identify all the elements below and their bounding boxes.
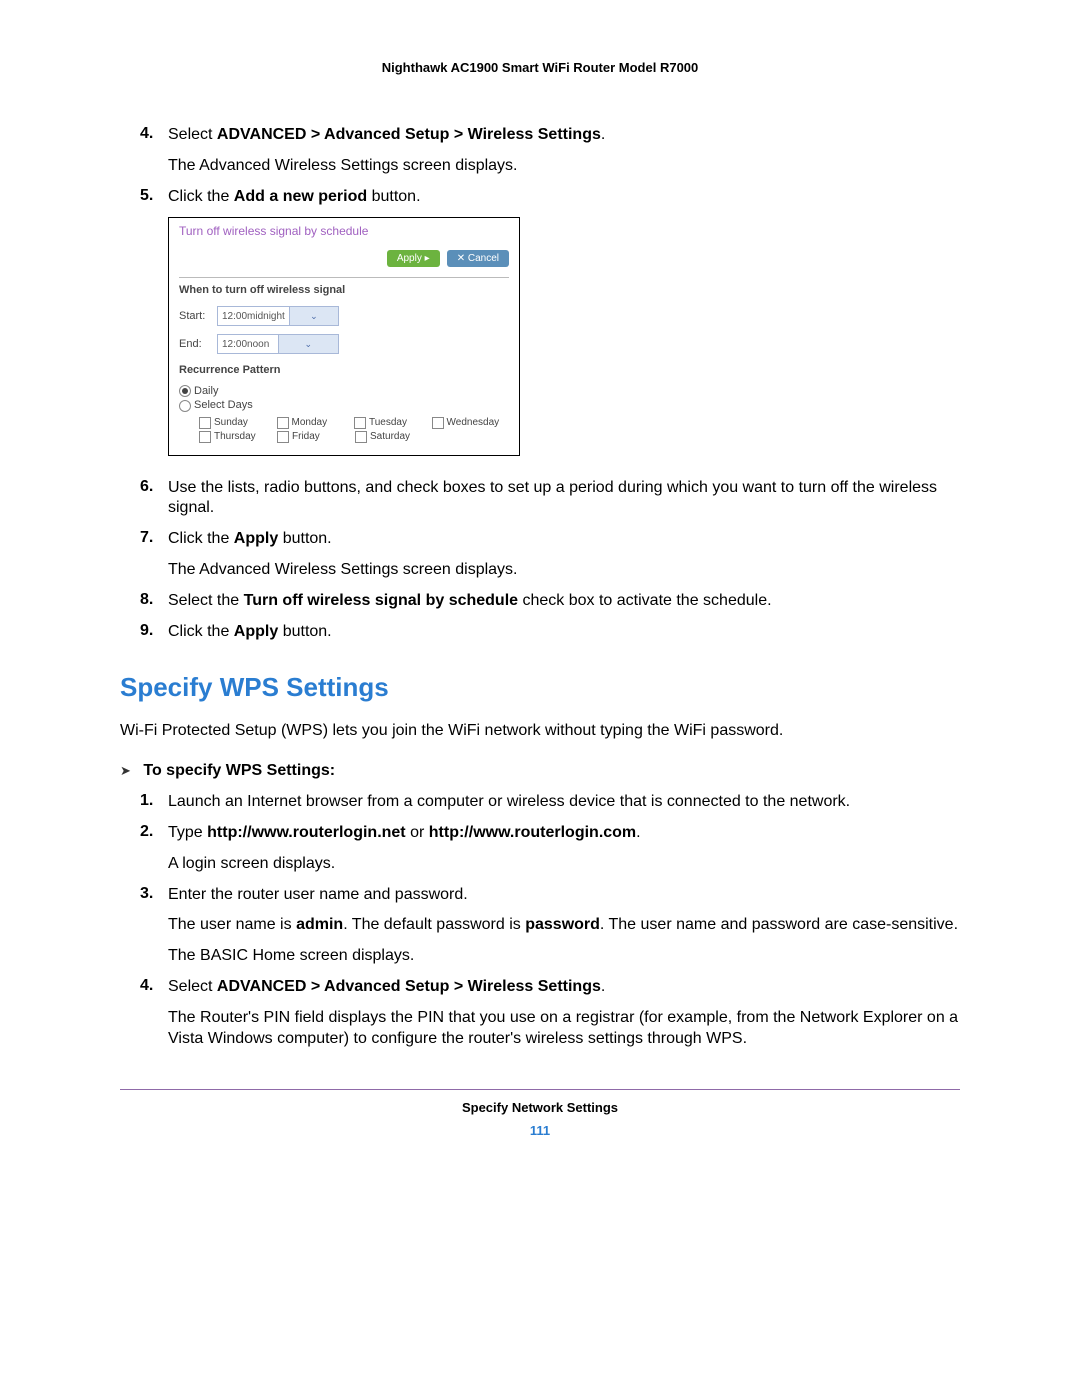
step-body: Select ADVANCED > Advanced Setup > Wirel… xyxy=(168,977,960,1049)
daily-radio[interactable] xyxy=(179,385,191,397)
step-body: Select ADVANCED > Advanced Setup > Wirel… xyxy=(168,125,960,177)
footer-rule xyxy=(120,1089,960,1090)
step-number: 7. xyxy=(140,529,168,581)
arrow-icon: ➤ xyxy=(120,763,131,779)
credential: password xyxy=(525,916,600,933)
steps-bottom: 1. Launch an Internet browser from a com… xyxy=(140,792,960,1049)
text: A login screen displays. xyxy=(168,854,960,875)
step-body: Enter the router user name and password.… xyxy=(168,885,960,967)
step-number: 5. xyxy=(140,187,168,468)
day-checkbox[interactable] xyxy=(277,431,289,443)
embedded-screenshot: Turn off wireless signal by schedule App… xyxy=(168,217,520,455)
text: The BASIC Home screen displays. xyxy=(168,946,960,967)
text: . xyxy=(636,824,640,841)
day-checkbox[interactable] xyxy=(199,431,211,443)
text: button. xyxy=(278,530,331,547)
start-label: Start: xyxy=(179,310,211,322)
steps-top: 4. Select ADVANCED > Advanced Setup > Wi… xyxy=(140,125,960,642)
text: Click the xyxy=(168,623,234,640)
text: button. xyxy=(278,623,331,640)
nav-path: ADVANCED > Advanced Setup > Wireless Set… xyxy=(217,978,601,995)
end-select[interactable]: 12:00noon ⌄ xyxy=(217,334,339,354)
day-label: Friday xyxy=(292,431,320,442)
apply-button[interactable]: Apply ▸ xyxy=(387,250,440,267)
step-number: 8. xyxy=(140,591,168,612)
select-value: 12:00noon xyxy=(218,339,278,350)
day-checkbox[interactable] xyxy=(277,417,289,429)
button-name: Apply xyxy=(234,530,278,547)
text: Click the xyxy=(168,188,234,205)
text: The Advanced Wireless Settings screen di… xyxy=(168,156,960,177)
day-checkbox[interactable] xyxy=(199,417,211,429)
button-name: Add a new period xyxy=(234,188,367,205)
url: http://www.routerlogin.com xyxy=(429,824,636,841)
dialog-title: Turn off wireless signal by schedule xyxy=(169,218,519,244)
section-intro: Wi-Fi Protected Setup (WPS) lets you joi… xyxy=(120,721,960,742)
text: check box to activate the schedule. xyxy=(518,592,771,609)
button-name: Apply xyxy=(234,623,278,640)
text: Select the xyxy=(168,592,244,609)
start-select[interactable]: 12:00midnight ⌄ xyxy=(217,306,339,326)
footer-section: Specify Network Settings xyxy=(120,1100,960,1115)
step-number: 4. xyxy=(140,125,168,177)
text: The Router's PIN field displays the PIN … xyxy=(168,1008,960,1050)
text: Launch an Internet browser from a comput… xyxy=(168,792,960,813)
step-body: Launch an Internet browser from a comput… xyxy=(168,792,960,813)
radio-label: Select Days xyxy=(194,399,253,411)
procedure-label: To specify WPS Settings: xyxy=(143,762,335,779)
section-label: When to turn off wireless signal xyxy=(169,278,519,302)
checkbox-name: Turn off wireless signal by schedule xyxy=(244,592,518,609)
step-body: Click the Add a new period button. Turn … xyxy=(168,187,960,468)
step-body: Use the lists, radio buttons, and check … xyxy=(168,478,960,520)
text: Select xyxy=(168,126,217,143)
selectdays-radio[interactable] xyxy=(179,400,191,412)
text: Enter the router user name and password. xyxy=(168,885,960,906)
chevron-down-icon: ⌄ xyxy=(278,335,339,353)
page-header: Nighthawk AC1900 Smart WiFi Router Model… xyxy=(120,60,960,75)
step-number: 9. xyxy=(140,622,168,643)
day-label: Wednesday xyxy=(447,417,500,428)
day-label: Sunday xyxy=(214,417,248,428)
text: The Advanced Wireless Settings screen di… xyxy=(168,560,960,581)
text: Select xyxy=(168,978,217,995)
day-label: Thursday xyxy=(214,431,256,442)
text: . xyxy=(601,978,605,995)
text: Type xyxy=(168,824,207,841)
cancel-button[interactable]: ✕ Cancel xyxy=(447,250,509,267)
credential: admin xyxy=(296,916,343,933)
text: Use the lists, radio buttons, and check … xyxy=(168,478,960,520)
day-checkbox[interactable] xyxy=(355,431,367,443)
day-label: Saturday xyxy=(370,431,410,442)
select-value: 12:00midnight xyxy=(218,311,289,322)
recurrence-label: Recurrence Pattern xyxy=(169,358,519,382)
nav-path: ADVANCED > Advanced Setup > Wireless Set… xyxy=(217,126,601,143)
section-heading: Specify WPS Settings xyxy=(120,672,960,703)
footer-page-number: 111 xyxy=(120,1123,960,1138)
text: button. xyxy=(367,188,420,205)
step-number: 3. xyxy=(140,885,168,967)
text: or xyxy=(406,824,429,841)
text: . The default password is xyxy=(343,916,525,933)
step-number: 1. xyxy=(140,792,168,813)
day-label: Tuesday xyxy=(369,417,407,428)
url: http://www.routerlogin.net xyxy=(207,824,406,841)
step-number: 4. xyxy=(140,977,168,1049)
radio-label: Daily xyxy=(194,385,218,397)
step-number: 6. xyxy=(140,478,168,520)
text: . The user name and password are case-se… xyxy=(600,916,958,933)
text: . xyxy=(601,126,605,143)
step-number: 2. xyxy=(140,823,168,875)
procedure-heading: ➤ To specify WPS Settings: xyxy=(120,762,960,780)
text: The user name is xyxy=(168,916,296,933)
day-label: Monday xyxy=(292,417,328,428)
text: Click the xyxy=(168,530,234,547)
step-body: Select the Turn off wireless signal by s… xyxy=(168,591,960,612)
day-checkbox[interactable] xyxy=(354,417,366,429)
step-body: Type http://www.routerlogin.net or http:… xyxy=(168,823,960,875)
day-checkbox[interactable] xyxy=(432,417,444,429)
chevron-down-icon: ⌄ xyxy=(289,307,338,325)
step-body: Click the Apply button. The Advanced Wir… xyxy=(168,529,960,581)
end-label: End: xyxy=(179,338,211,350)
step-body: Click the Apply button. xyxy=(168,622,960,643)
